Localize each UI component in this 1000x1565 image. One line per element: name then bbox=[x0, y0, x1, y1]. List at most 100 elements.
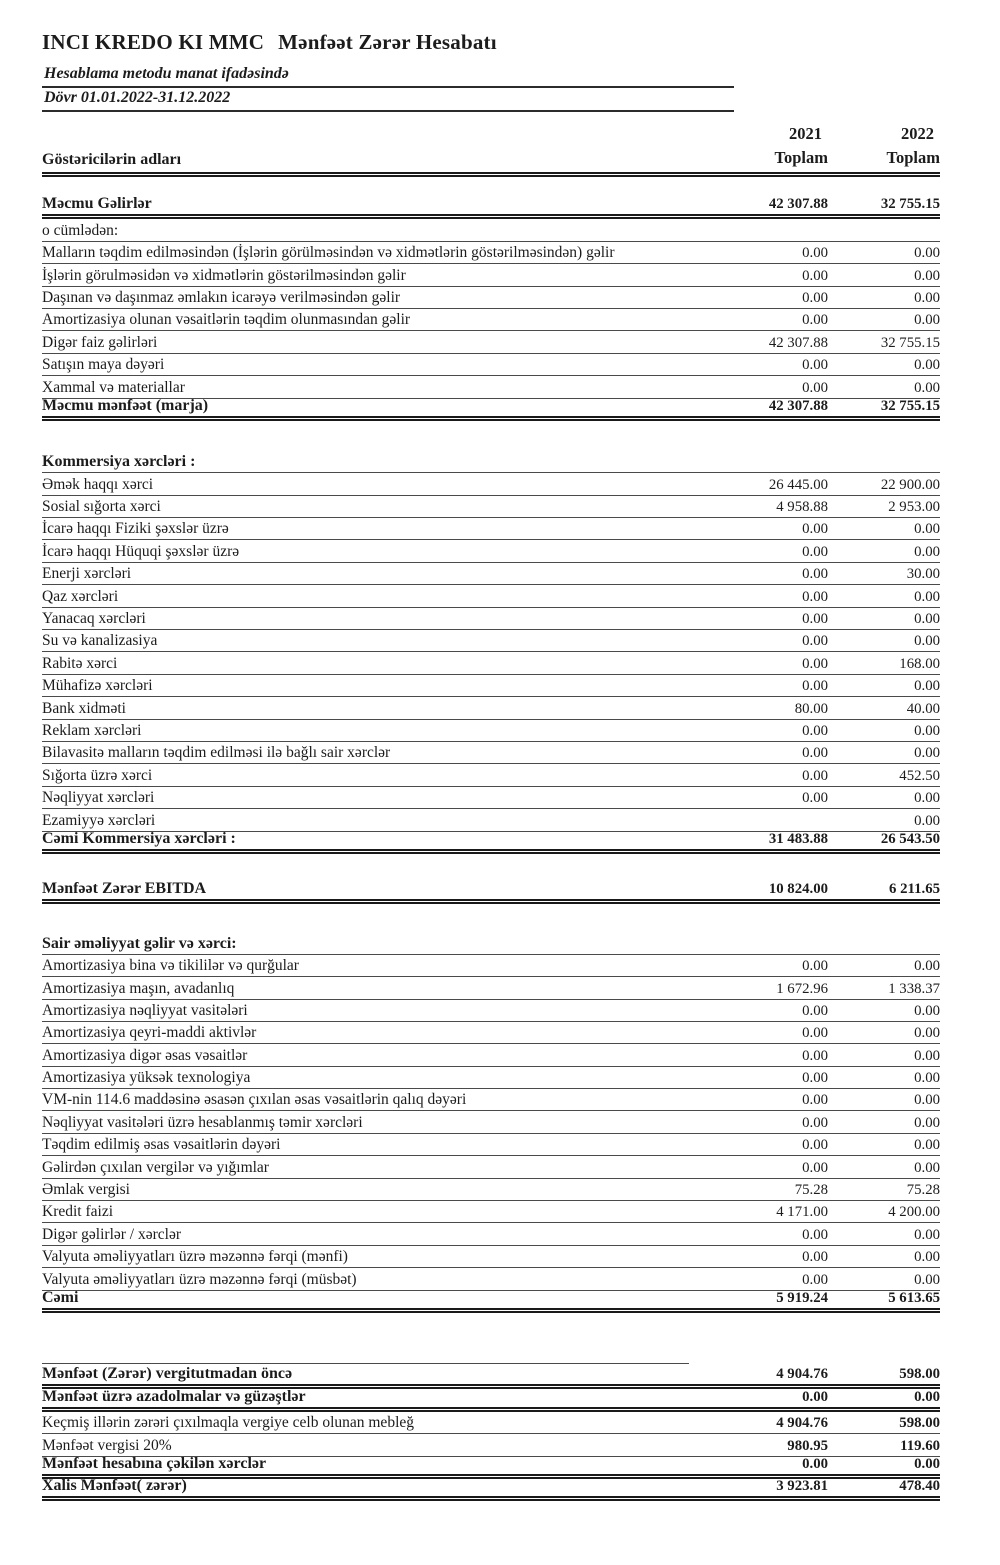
value-2021: 75.28 bbox=[794, 1182, 828, 1199]
value-2021: 0.00 bbox=[802, 312, 828, 329]
row-label: Mənfəət üzrə azadolmalar və güzəştlər bbox=[42, 1387, 306, 1405]
table-row: Əmək haqqı xərci 26 445.00 22 900.00 bbox=[42, 473, 940, 496]
table-row: Sosial sığorta xərci 4 958.88 2 953.00 bbox=[42, 496, 940, 519]
table-row: o cümlədən: bbox=[42, 219, 940, 242]
table-row: Malların təqdim edilməsindən (İşlərin gö… bbox=[42, 242, 940, 265]
value-2022: 0.00 bbox=[914, 1271, 940, 1288]
row-label: Sosial sığorta xərci bbox=[42, 498, 161, 516]
row-label: Məcmu mənfəət (marja) bbox=[42, 396, 209, 414]
value-2021: 0.00 bbox=[802, 245, 828, 262]
table-row: Reklam xərcləri 0.00 0.00 bbox=[42, 720, 940, 742]
table-row: Bilavasitə malların təqdim edilməsi ilə … bbox=[42, 742, 940, 765]
table-row: Digər faiz gəlirləri 42 307.88 32 755.15 bbox=[42, 331, 940, 354]
table-row: Qaz xərcləri 0.00 0.00 bbox=[42, 585, 940, 608]
page-title: INCI KREDO KI MMC Mənfəət Zərər Hesabatı bbox=[42, 30, 940, 55]
row-label: Amortizasiya digər əsas vəsaitlər bbox=[42, 1046, 248, 1064]
section-gap bbox=[42, 904, 940, 932]
row-label: Məcmu Gəlirlər bbox=[42, 195, 152, 213]
table-row: Cəmi Kommersiya xərcləri : 31 483.88 26 54… bbox=[42, 829, 940, 854]
value-2021: 42 307.88 bbox=[768, 397, 828, 414]
value-2022: 0.00 bbox=[914, 958, 940, 975]
table-row: Yanacaq xərcləri 0.00 0.00 bbox=[42, 608, 940, 631]
value-2022: 119.60 bbox=[900, 1437, 940, 1454]
table-row: Amortizasiya maşın, avadanlıq 1 672.96 1 3… bbox=[42, 977, 940, 1000]
value-2022: 0.00 bbox=[914, 1226, 940, 1243]
value-2021: 26 445.00 bbox=[768, 476, 828, 493]
table-row: Valyuta əməliyyatları üzrə məzənnə fərqi… bbox=[42, 1246, 940, 1269]
value-2021: 0.00 bbox=[802, 588, 828, 605]
value-2022: 0.00 bbox=[914, 357, 940, 374]
value-2022: 0.00 bbox=[914, 1070, 940, 1087]
table-row: Amortizasiya qeyri-maddi aktivlər 0.00 0.0… bbox=[42, 1022, 940, 1045]
value-2022: 452.50 bbox=[899, 767, 940, 784]
value-2021: 0.00 bbox=[802, 1002, 828, 1019]
value-2022: 0.00 bbox=[914, 379, 940, 396]
value-2021: 0.00 bbox=[802, 1137, 828, 1154]
row-label: Xammal və materiallar bbox=[42, 378, 185, 396]
value-2021: 4 904.76 bbox=[776, 1366, 828, 1383]
row-label: İcarə haqqı Hüquqi şəxslər üzrə bbox=[42, 542, 240, 560]
table-row: Enerji xərcləri 0.00 30.00 bbox=[42, 563, 940, 586]
value-2022: 0.00 bbox=[914, 1002, 940, 1019]
table-row: Kommersiya xərcləri : bbox=[42, 451, 940, 474]
table-row: Xalis Mənfəət( zərər) 3 923.81 478.40 bbox=[42, 1477, 940, 1502]
section-gap bbox=[42, 854, 940, 882]
row-label: Əmlak vergisi bbox=[42, 1181, 130, 1199]
row-label: Kommersiya xərcləri : bbox=[42, 453, 196, 471]
row-label: Nəqliyyat vasitələri üzrə hesablanmış tə… bbox=[42, 1113, 363, 1131]
table-row: Amortizasiya bina və tikililər və qurğul… bbox=[42, 955, 940, 978]
row-label: İcarə haqqı Fiziki şəxslər üzrə bbox=[42, 520, 229, 538]
value-2021: 0.00 bbox=[802, 1388, 828, 1405]
row-label: Ezamiyyə xərcləri bbox=[42, 811, 156, 829]
row-label: Xalis Mənfəət( zərər) bbox=[42, 1477, 187, 1495]
value-2022: 0.00 bbox=[914, 1159, 940, 1176]
value-2022: 26 543.50 bbox=[880, 830, 940, 847]
value-2022: 0.00 bbox=[914, 267, 940, 284]
value-2021: 4 171.00 bbox=[776, 1204, 828, 1221]
value-2022 bbox=[828, 240, 940, 241]
table-row: Amortizasiya olunan vəsaitlərin təqdim o… bbox=[42, 309, 940, 332]
table-row: Sair əməliyyat gəlir və xərci: bbox=[42, 932, 940, 955]
value-2021: 5 919.24 bbox=[776, 1289, 828, 1306]
row-label: o cümlədən: bbox=[42, 221, 119, 239]
table-row: Su və kanalizasiya 0.00 0.00 bbox=[42, 630, 940, 653]
table-row: Mənfəət (Zərər) vergitutmadan öncə 4 904.… bbox=[42, 1365, 940, 1390]
value-2022: 40.00 bbox=[906, 700, 940, 717]
row-label: Mənfəət vergisi 20% bbox=[42, 1436, 172, 1454]
row-label: Cəmi bbox=[42, 1288, 79, 1306]
row-label: Valyuta əməliyyatları üzrə məzənnə fərqi… bbox=[42, 1248, 348, 1266]
value-2022: 0.00 bbox=[914, 245, 940, 262]
row-label: Əmək haqqı xərci bbox=[42, 475, 154, 493]
table-row: Mənfəət üzrə azadolmalar və güzəştlər 0.0… bbox=[42, 1387, 940, 1412]
value-2022: 0.00 bbox=[914, 1092, 940, 1109]
table-row: Satışın maya dəyəri 0.00 0.00 bbox=[42, 354, 940, 377]
value-2022 bbox=[828, 471, 940, 472]
value-2021: 0.00 bbox=[802, 521, 828, 538]
value-2022: 598.00 bbox=[899, 1366, 940, 1383]
row-label: Nəqliyyat xərcləri bbox=[42, 789, 155, 807]
value-2022: 0.00 bbox=[914, 611, 940, 628]
value-2022: 0.00 bbox=[914, 722, 940, 739]
row-label: Amortizasiya nəqliyyat vasitələri bbox=[42, 1001, 248, 1019]
value-2022: 5 613.65 bbox=[888, 1289, 940, 1306]
table-row: Ezamiyyə xərcləri 0.00 bbox=[42, 809, 940, 832]
value-2021 bbox=[716, 471, 828, 472]
value-2021: 0.00 bbox=[802, 1114, 828, 1131]
names-column-header: Göstəricilərin adları bbox=[42, 151, 182, 168]
value-2022: 0.00 bbox=[914, 588, 940, 605]
table-row: İşlərin görulməsidən və xidmətlərin göst… bbox=[42, 264, 940, 287]
value-2022: 4 200.00 bbox=[888, 1204, 940, 1221]
row-label: Cəmi Kommersiya xərcləri : bbox=[42, 829, 236, 847]
section-gap bbox=[42, 421, 940, 451]
table-row: Sığorta üzrə xərci 0.00 452.50 bbox=[42, 764, 940, 787]
value-2022: 0.00 bbox=[914, 312, 940, 329]
value-2021: 0.00 bbox=[802, 379, 828, 396]
row-label: Mənfəət (Zərər) vergitutmadan öncə bbox=[42, 1365, 293, 1383]
value-2022: 0.00 bbox=[914, 1047, 940, 1064]
row-label: VM-nin 114.6 maddəsinə əsasən çıxılan əs… bbox=[42, 1091, 467, 1109]
value-2021: 4 958.88 bbox=[776, 499, 828, 516]
report-table: Məcmu Gəlirlər 42 307.88 32 755.15 o cümləd… bbox=[42, 195, 940, 1502]
value-2022: 478.40 bbox=[899, 1478, 940, 1495]
value-2021: 0.00 bbox=[802, 722, 828, 739]
row-label: Enerji xərcləri bbox=[42, 565, 132, 583]
